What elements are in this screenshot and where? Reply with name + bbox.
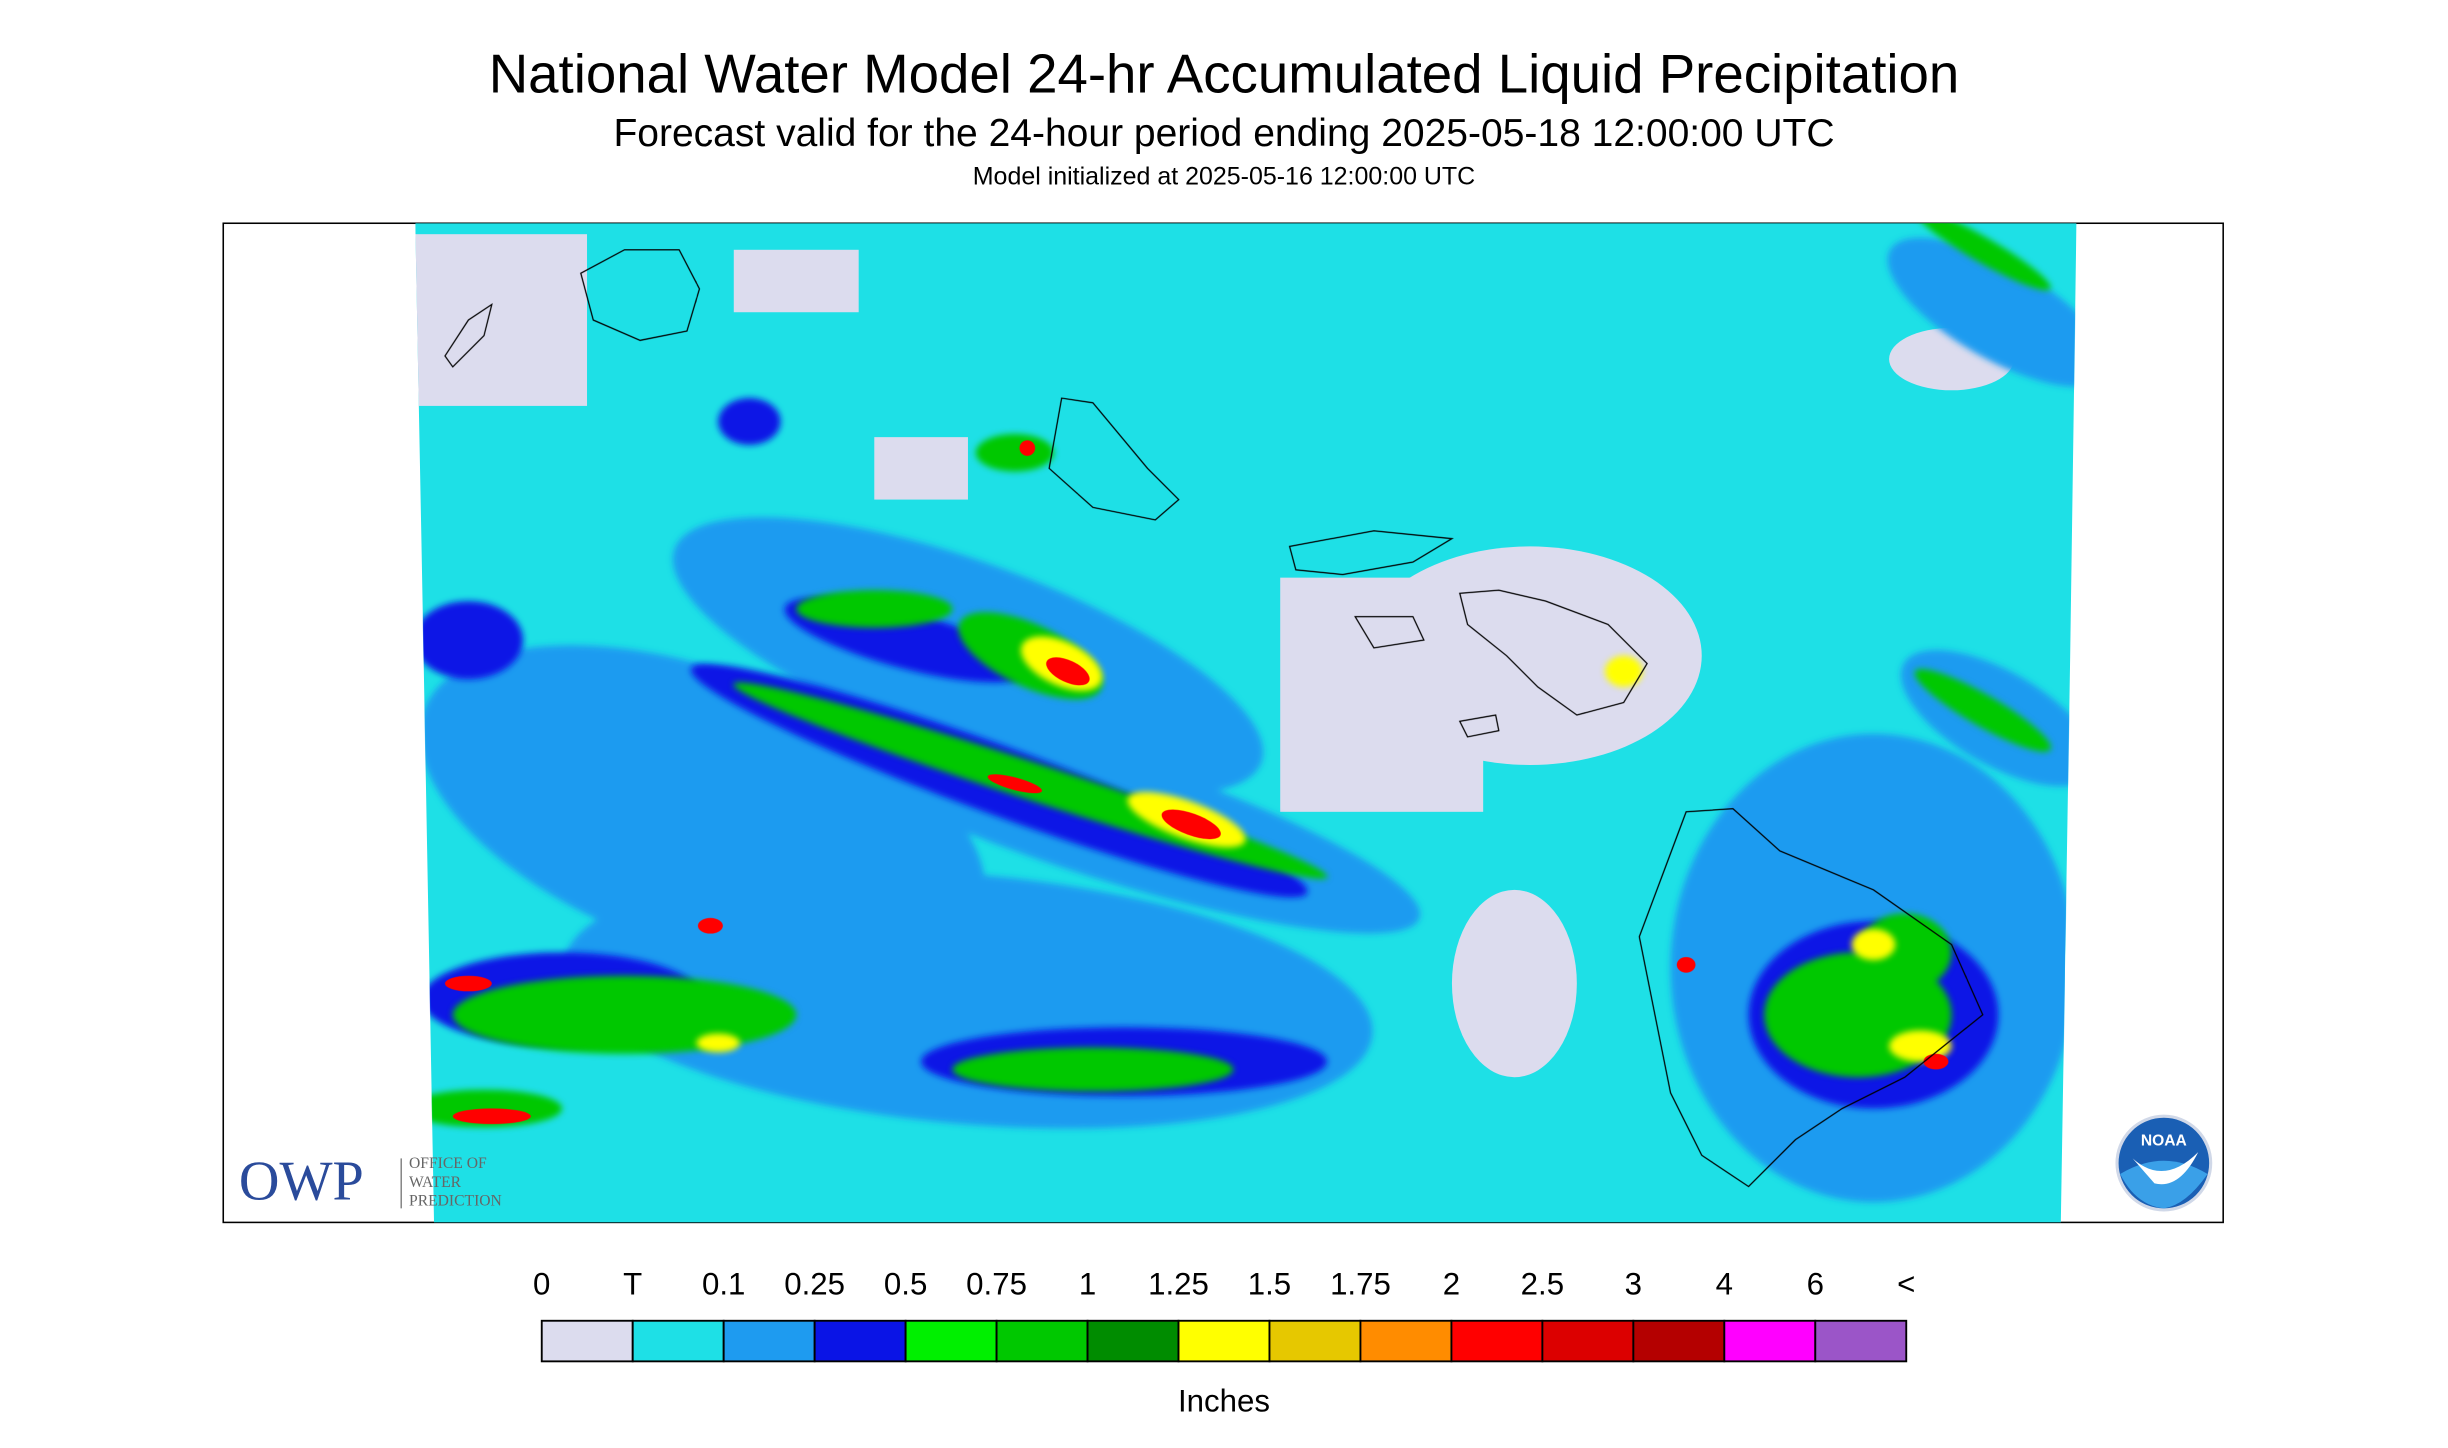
extreme-rain (444, 440, 1949, 1125)
legend-label: 3 (1625, 1267, 1642, 1302)
owp-line: OFFICE OF (409, 1155, 487, 1172)
subtitle: Forecast valid for the 24-hour period en… (613, 112, 1834, 155)
legend-swatch (540, 1319, 634, 1363)
legend-label: 1 (1079, 1267, 1096, 1302)
owp-text: OWP (239, 1150, 364, 1212)
island-outlines (444, 249, 1984, 1188)
legend-swatch (631, 1319, 725, 1363)
legend-units: Inches (1178, 1384, 1270, 1419)
title: National Water Model 24-hr Accumulated L… (489, 43, 1960, 104)
legend-swatch (1450, 1319, 1544, 1363)
legend-label: 0.1 (702, 1267, 745, 1302)
legend-label: 1.25 (1148, 1267, 1209, 1302)
legend-swatch (1632, 1319, 1726, 1363)
legend-swatch (1359, 1319, 1453, 1363)
noaa-logo: NOAA (2115, 1114, 2213, 1212)
legend-label: 1.5 (1248, 1267, 1291, 1302)
owp-line: WATER (409, 1174, 462, 1191)
legend-swatch (1086, 1319, 1180, 1363)
legend-swatch (1723, 1319, 1817, 1363)
dry-areas (415, 234, 2014, 1078)
legend-label: 6 (1807, 1267, 1824, 1302)
legend-swatch (1177, 1319, 1271, 1363)
legend-swatch (904, 1319, 998, 1363)
legend-label: T (623, 1267, 642, 1302)
noaa-text: NOAA (2141, 1132, 2187, 1149)
legend-swatch (813, 1319, 907, 1363)
legend-swatch (995, 1319, 1089, 1363)
legend-label: 0.25 (784, 1267, 845, 1302)
legend-swatch (1814, 1319, 1908, 1363)
legend-label: 4 (1716, 1267, 1733, 1302)
legend-label: 1.75 (1330, 1267, 1391, 1302)
owp-line: PREDICTION (409, 1193, 502, 1210)
legend-swatch (1268, 1319, 1362, 1363)
legend-label: 2 (1443, 1267, 1460, 1302)
legend-label: 0.5 (884, 1267, 927, 1302)
legend-swatch (722, 1319, 816, 1363)
init-note: Model initialized at 2025-05-16 12:00:00… (973, 163, 1475, 191)
legend-label: 0 (533, 1267, 550, 1302)
legend-swatch (1541, 1319, 1635, 1363)
owp-logo: OWP OFFICE OF WATER PREDICTION (239, 1150, 502, 1212)
precip-field (415, 223, 2077, 1223)
legend: 0 T 0.1 0.25 0.5 0.75 1 1.25 1.5 1.75 2 2.5 3 4 6 < (533, 1267, 1915, 1363)
legend-label: 2.5 (1521, 1267, 1564, 1302)
legend-label: < (1897, 1267, 1915, 1302)
legend-label: 0.75 (966, 1267, 1027, 1302)
